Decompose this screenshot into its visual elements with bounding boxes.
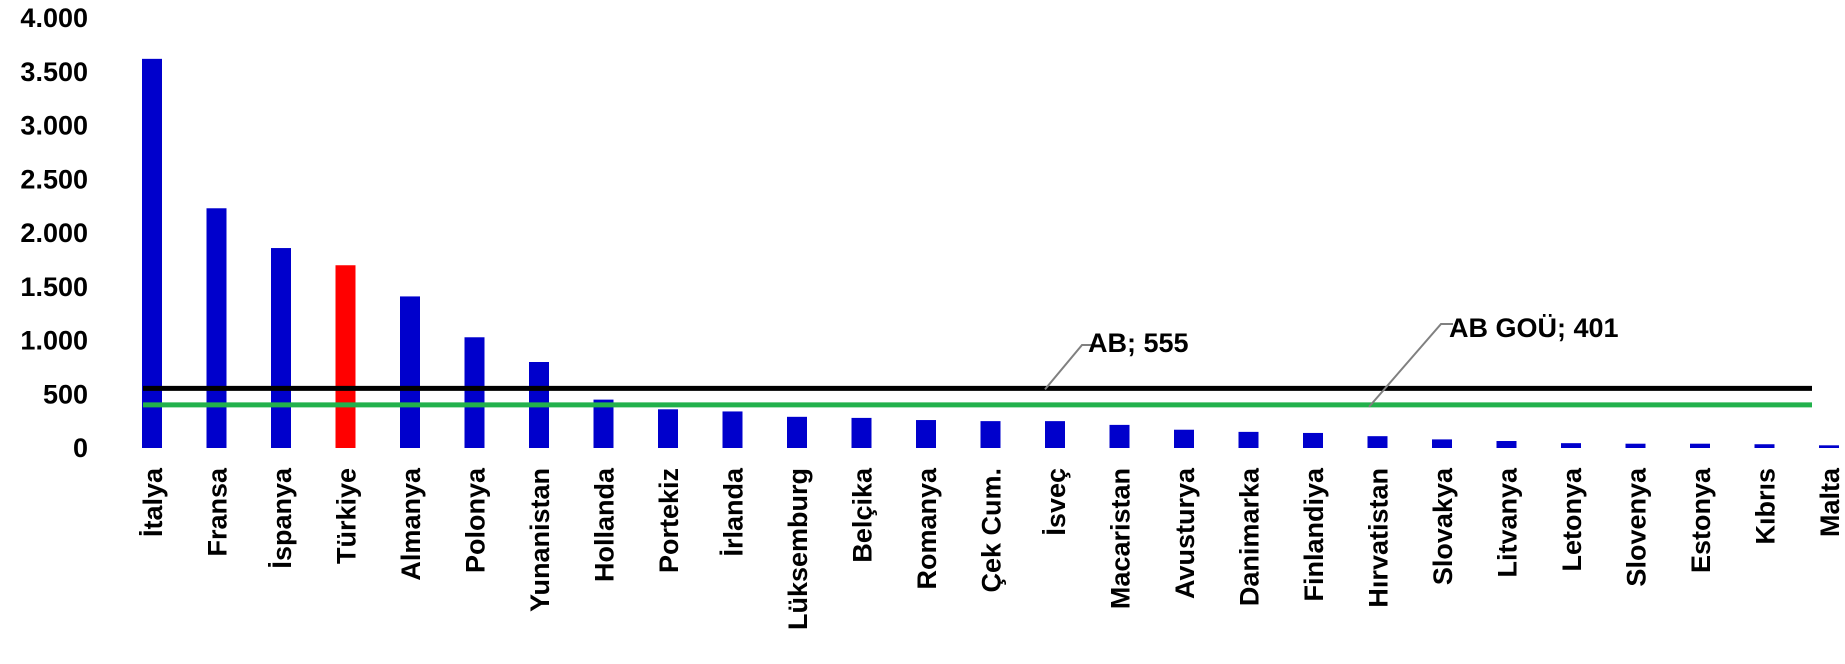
- y-axis: 0 500 1.000 1.500 2.000 2.500 3.000 3.500 4.000: [20, 3, 88, 463]
- bar: [1819, 445, 1839, 448]
- bar: [1690, 443, 1710, 448]
- reference-line-annotations: AB; 555 AB GOÜ; 401: [1044, 313, 1619, 408]
- x-tick-label: Çek Cum.: [977, 468, 1007, 593]
- y-tick-label: 3.500: [20, 57, 88, 87]
- bar: [1496, 441, 1517, 448]
- x-axis-labels: İtalya Fransa İspanya Türkiye Almanya Polonya…: [138, 467, 1845, 630]
- x-tick-label: Belçika: [848, 467, 878, 563]
- y-tick-label: 2.500: [20, 164, 88, 194]
- y-tick-label: 500: [43, 379, 88, 409]
- bar: [1238, 431, 1259, 448]
- x-tick-label: Slovenya: [1622, 467, 1652, 587]
- x-tick-label: Hollanda: [590, 467, 620, 582]
- x-tick-label: Romanya: [912, 467, 942, 590]
- bar: [1561, 443, 1581, 448]
- x-tick-label: Almanya: [396, 467, 426, 581]
- x-tick-label: Slovakya: [1428, 467, 1458, 585]
- bar: [1045, 421, 1065, 448]
- bar: [142, 58, 162, 448]
- x-tick-label: Estonya: [1686, 467, 1716, 573]
- reference-line-label: AB GOÜ; 401: [1449, 313, 1619, 343]
- x-tick-label: Macaristan: [1106, 468, 1136, 609]
- bar: [464, 337, 485, 448]
- bar: [787, 416, 807, 448]
- bar: [980, 421, 1001, 448]
- y-tick-label: 2.000: [20, 218, 88, 248]
- y-tick-label: 4.000: [20, 3, 88, 33]
- x-tick-label: İrlanda: [719, 467, 749, 557]
- x-tick-label: Finlandiya: [1299, 467, 1329, 602]
- x-tick-label: Litvanya: [1493, 467, 1523, 578]
- bar: [916, 420, 936, 448]
- bar: [1625, 443, 1646, 448]
- x-tick-label: Fransa: [203, 467, 233, 557]
- x-tick-label: Kıbrıs: [1751, 468, 1781, 545]
- x-tick-label: İsveç: [1041, 468, 1071, 536]
- bar: [1754, 444, 1775, 448]
- bar: [1303, 432, 1323, 448]
- bar: [1174, 429, 1194, 448]
- bar: [400, 296, 420, 448]
- x-tick-label: Letonya: [1557, 467, 1587, 572]
- x-tick-label: İtalya: [138, 467, 168, 537]
- bar: [1432, 439, 1452, 448]
- reference-lines: [143, 385, 1812, 408]
- x-tick-label: Polonya: [461, 467, 491, 573]
- bar: [851, 417, 872, 448]
- x-tick-label: Avusturya: [1170, 467, 1200, 599]
- annotation-leader-line: [1368, 323, 1453, 408]
- bar: [206, 208, 227, 448]
- x-tick-label: Lüksemburg: [783, 468, 813, 630]
- bar: [1109, 424, 1130, 448]
- y-tick-label: 0: [73, 433, 88, 463]
- bar: [1367, 436, 1388, 448]
- annotation-leader-line: [1044, 344, 1094, 390]
- y-tick-label: 1.500: [20, 272, 88, 302]
- x-tick-label: Türkiye: [332, 468, 362, 564]
- x-tick-label: Danimarka: [1235, 467, 1265, 606]
- bar: [271, 248, 291, 448]
- x-tick-label: İspanya: [267, 467, 297, 569]
- y-tick-label: 3.000: [20, 111, 88, 141]
- x-tick-label: Portekiz: [654, 468, 684, 573]
- x-tick-label: Hırvatistan: [1364, 468, 1394, 608]
- bar: [658, 409, 678, 448]
- reference-line-label: AB; 555: [1088, 328, 1189, 358]
- x-tick-label: Yunanistan: [525, 468, 555, 612]
- bar: [593, 399, 614, 448]
- bar: [335, 265, 356, 448]
- x-tick-label: Malta: [1815, 467, 1845, 537]
- bar: [722, 411, 743, 448]
- y-tick-label: 1.000: [20, 326, 88, 356]
